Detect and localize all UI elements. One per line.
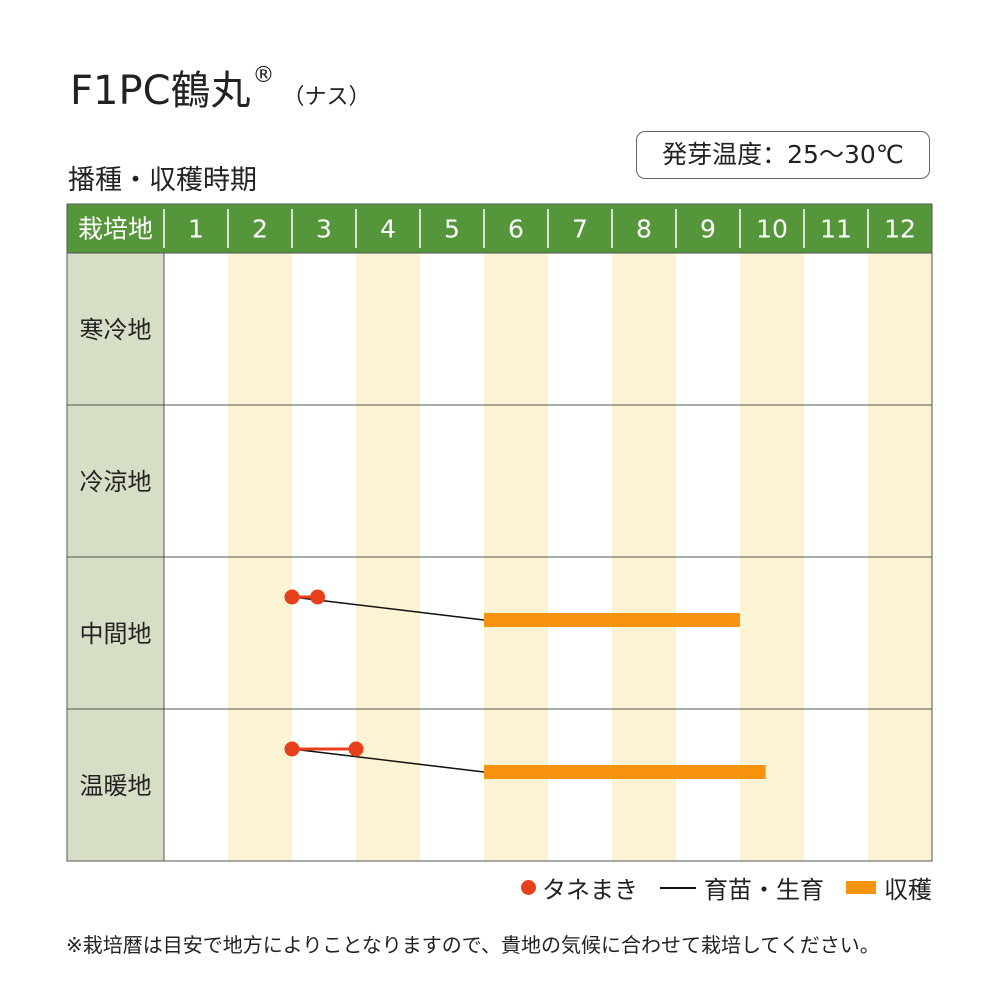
- harvest-bar-icon: [846, 881, 876, 894]
- region-label: 寒冷地: [80, 316, 152, 344]
- legend: タネまき 育苗・生育 収穫: [499, 870, 932, 905]
- month-tick-label: 5: [444, 215, 460, 244]
- nursery-line: [291, 748, 485, 773]
- sowing-start-dot: [284, 741, 300, 757]
- title-sub: （ナス）: [282, 85, 371, 110]
- month-tick-label: 12: [884, 215, 916, 244]
- legend-harvest: 収穫: [846, 870, 932, 905]
- nursery-line-icon: [660, 886, 696, 889]
- region-label: 中間地: [80, 620, 152, 648]
- registered-mark: ®: [252, 63, 275, 88]
- month-tick-label: 1: [188, 215, 204, 244]
- month-tick-label: 6: [508, 215, 524, 244]
- sowing-end-dot: [348, 741, 364, 757]
- legend-nursery: 育苗・生育: [660, 870, 824, 905]
- region-label: 冷涼地: [80, 468, 152, 496]
- chart-subtitle: 播種・収穫時期: [68, 165, 257, 196]
- legend-nursery-label: 育苗・生育: [704, 876, 824, 904]
- month-tick-label: 11: [820, 215, 852, 244]
- germination-temp-box: 発芽温度：25〜30℃: [636, 131, 930, 179]
- month-tick-label: 2: [252, 215, 268, 244]
- legend-sowing: タネまき: [521, 870, 638, 905]
- month-tick-label: 9: [700, 215, 716, 244]
- legend-harvest-label: 収穫: [884, 876, 932, 904]
- sowing-end-dot: [310, 589, 326, 605]
- harvest-bar: [484, 613, 740, 627]
- month-tick-label: 7: [572, 215, 588, 244]
- month-tick-label: 10: [756, 215, 788, 244]
- month-tick-label: 8: [636, 215, 652, 244]
- sowing-dot-icon: [521, 880, 536, 895]
- month-tick-label: 3: [316, 215, 332, 244]
- header-row-bg: [67, 204, 932, 253]
- harvest-bar: [484, 765, 766, 779]
- sowing-start-dot: [284, 589, 300, 605]
- legend-sowing-label: タネまき: [542, 876, 638, 904]
- month-tick-label: 4: [380, 215, 396, 244]
- title-main: F1PC鶴丸: [70, 68, 251, 114]
- page-title: F1PC鶴丸® （ナス）: [70, 58, 371, 116]
- region-label: 温暖地: [80, 772, 152, 800]
- footnote: ※栽培暦は目安で地方によりことなりますので、貴地の気候に合わせて栽培してください…: [66, 933, 880, 957]
- corner-label: 栽培地: [78, 215, 153, 244]
- chart-border: [66, 203, 933, 862]
